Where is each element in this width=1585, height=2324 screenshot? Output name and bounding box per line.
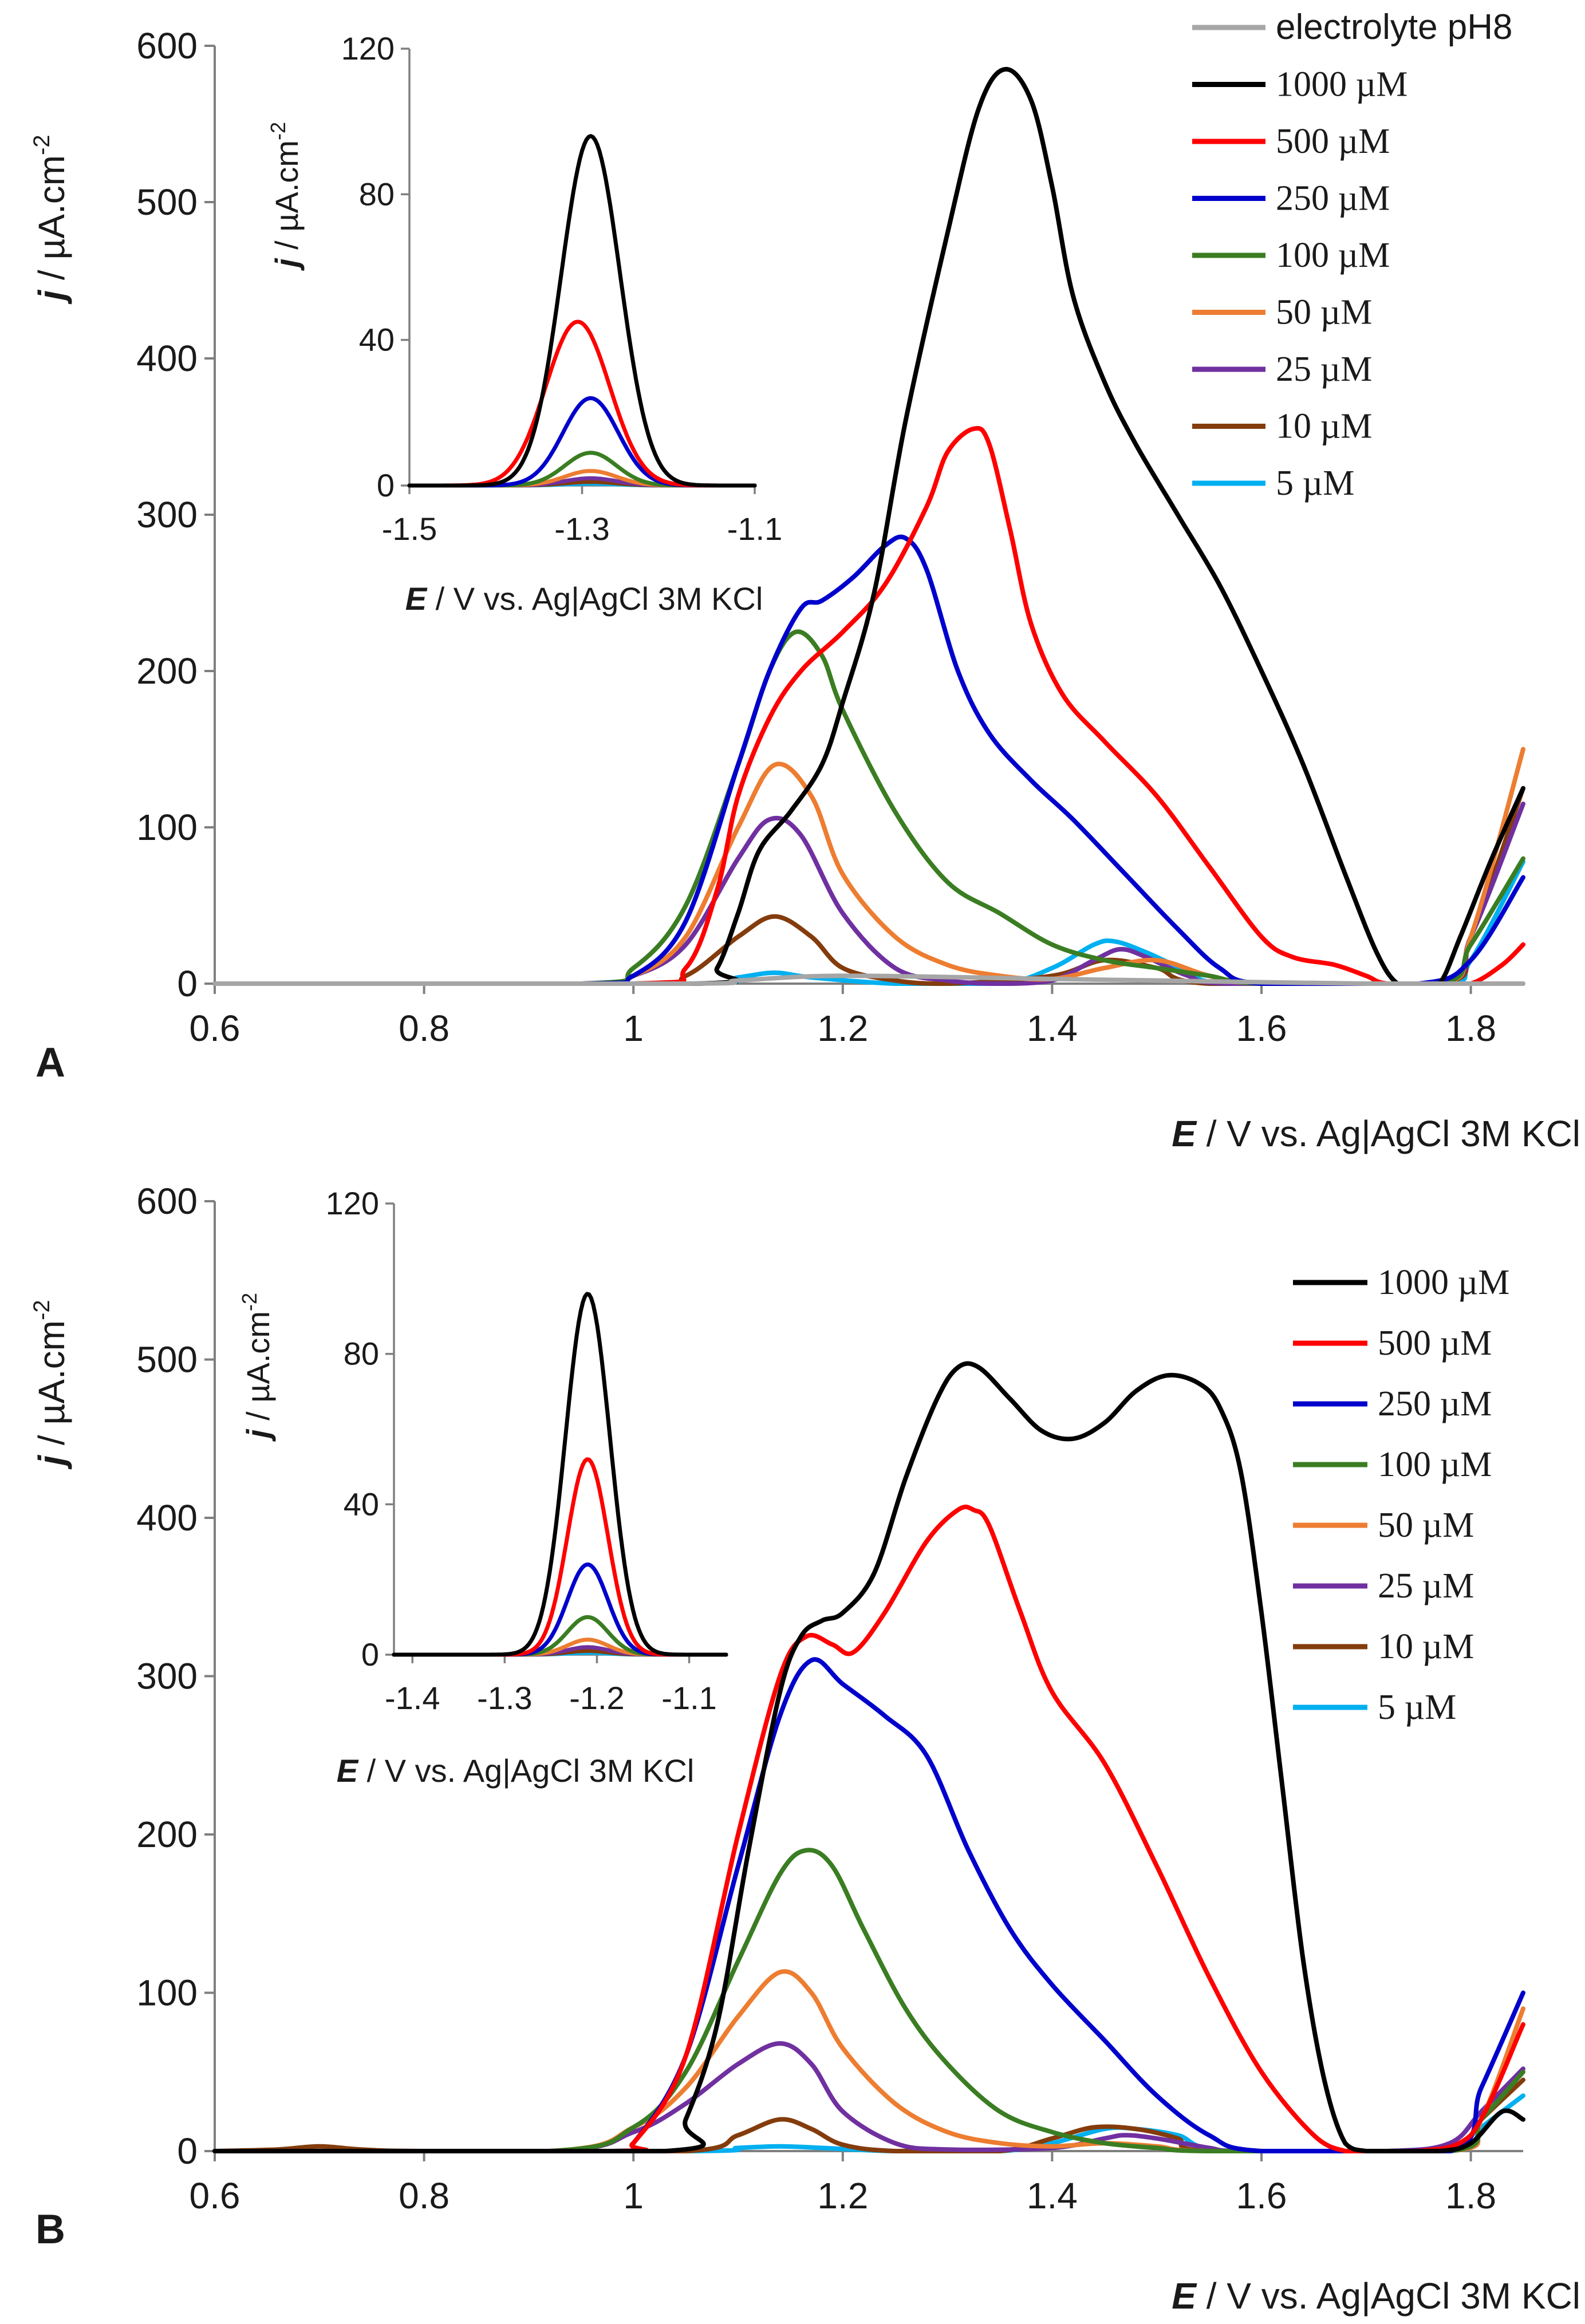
panel-b-inset-axes: 0 40 80 120 -1.4 -1.3 -1.2 -1.1 bbox=[326, 1185, 726, 1716]
panel-a-legend-label-250-um: 250 µM bbox=[1276, 179, 1390, 218]
panel-a-legend: electrolyte pH8 1000 µM 500 µM 250 µM 100 µM… bbox=[1192, 7, 1513, 503]
panel-a-inset-x-tick-label: -1.5 bbox=[382, 511, 437, 547]
panel-b-main-series bbox=[212, 1361, 1525, 2154]
panel-b-y-tick-label: 200 bbox=[136, 1814, 198, 1855]
panel-a-inset-y-tick-label: 0 bbox=[377, 467, 395, 503]
panel-a-letter: A bbox=[36, 1040, 65, 1086]
panel-b-x-axis-label: E / V vs. Ag|AgCl 3M KCl bbox=[1172, 2275, 1580, 2317]
panel-b-y-tick-label: 0 bbox=[177, 2130, 198, 2172]
panel-b-x-tick-label: 1.8 bbox=[1445, 2175, 1496, 2216]
panel-b-legend-label-250-um: 250 µM bbox=[1378, 1384, 1492, 1423]
panel-a-x-tick-label: 1.2 bbox=[817, 1008, 868, 1049]
panel-b-legend-label-500-um: 500 µM bbox=[1378, 1324, 1492, 1363]
panel-a-legend-label-100-um: 100 µM bbox=[1276, 236, 1390, 275]
panel-a-legend-label-25-um: 25 µM bbox=[1276, 350, 1372, 389]
panel-b-x-tick-label: 1.4 bbox=[1027, 2175, 1078, 2216]
panel-b-y-tick-label: 400 bbox=[136, 1497, 198, 1538]
panel-b-series-1000-um bbox=[212, 1361, 1525, 2154]
panel-b-y-tick-label: 300 bbox=[136, 1656, 198, 1697]
panel-a-legend-label-500-um: 500 µM bbox=[1276, 122, 1390, 161]
panel-a-legend-label-electrolyte-ph8: electrolyte pH8 bbox=[1276, 7, 1513, 47]
panel-a-y-tick-label: 600 bbox=[136, 25, 198, 66]
panel-a-inset-series-1000-um bbox=[407, 134, 757, 488]
panel-b-x-tick-label: 1 bbox=[623, 2175, 644, 2216]
panel-a-x-tick-label: 1.8 bbox=[1445, 1008, 1496, 1049]
panel-b-letter: B bbox=[36, 2207, 65, 2252]
panel-b-legend-label-100-um: 100 µM bbox=[1378, 1445, 1492, 1484]
panel-b-legend: 1000 µM 500 µM 250 µM 100 µM 50 µM 25 µM 10 µM… bbox=[1293, 1263, 1509, 1727]
panel-a-inset-y-axis-label: j / µA.cm-2 bbox=[266, 122, 305, 271]
panel-a-inset-y-tick-label: 80 bbox=[359, 176, 395, 212]
panel-b-inset-y-axis-label: j / µA.cm-2 bbox=[238, 1293, 276, 1442]
panel-b-inset: 0 40 80 120 -1.4 -1.3 -1.2 -1.1 E / V vs. Ag|Ag… bbox=[238, 1185, 728, 1789]
panel-b-legend-label-5-um: 5 µM bbox=[1378, 1688, 1456, 1727]
panel-b-inset-x-tick-label: -1.2 bbox=[569, 1680, 625, 1716]
panel-a-series-1000-um bbox=[212, 66, 1525, 987]
panel-a-y-tick-label: 100 bbox=[136, 807, 198, 848]
panel-b-legend-label-25-um: 25 µM bbox=[1378, 1567, 1474, 1605]
panel-b-series-500-um bbox=[212, 1504, 1525, 2154]
panel-a-inset-y-tick-label: 120 bbox=[341, 30, 395, 66]
panel-b-x-tick-label: 1.6 bbox=[1236, 2175, 1287, 2216]
panel-a-x-tick-label: 1 bbox=[623, 1008, 644, 1049]
panel-b-inset-series bbox=[392, 1292, 728, 1657]
panel-b-inset-x-tick-label: -1.3 bbox=[477, 1680, 533, 1716]
panel-a-y-axis-label: j / µA.cm-2 bbox=[29, 135, 72, 304]
panel-a-legend-label-5-um: 5 µM bbox=[1276, 464, 1354, 503]
panel-a-x-axis-label: E / V vs. Ag|AgCl 3M KCl bbox=[1172, 1113, 1580, 1154]
panel-b-legend-label-10-um: 10 µM bbox=[1378, 1627, 1474, 1666]
panel-b-y-tick-label: 600 bbox=[136, 1181, 198, 1222]
panel-a-inset: 0 40 80 120 -1.5 -1.3 -1.1 E / V vs. Ag|AgCl 3… bbox=[266, 30, 782, 617]
panel-a-y-tick-label: 0 bbox=[177, 963, 198, 1004]
panel-b-legend-label-1000-um: 1000 µM bbox=[1378, 1263, 1509, 1302]
panel-a-y-tick-label: 300 bbox=[136, 494, 198, 535]
panel-b-inset-y-tick-label: 80 bbox=[344, 1336, 379, 1372]
panel-b-inset-y-tick-label: 0 bbox=[361, 1636, 379, 1672]
panel-b-y-tick-label: 500 bbox=[136, 1339, 198, 1380]
panel-a-inset-y-tick-label: 40 bbox=[359, 322, 395, 358]
panel-a-y-tick-label: 500 bbox=[136, 181, 198, 223]
panel-a-legend-label-1000-um: 1000 µM bbox=[1276, 65, 1407, 104]
panel-a-legend-label-10-um: 10 µM bbox=[1276, 407, 1372, 446]
panel-b-inset-x-tick-label: -1.1 bbox=[661, 1680, 717, 1716]
panel-a-main-series bbox=[212, 66, 1525, 987]
panel-a-inset-series bbox=[407, 134, 757, 488]
panel-a-x-tick-label: 1.4 bbox=[1027, 1008, 1078, 1049]
panel-b-inset-y-tick-label: 40 bbox=[344, 1486, 379, 1522]
panel-a-y-tick-label: 400 bbox=[136, 338, 198, 379]
panel-b-inset-y-tick-label: 120 bbox=[326, 1185, 379, 1221]
panel-b-y-axis-label: j / µA.cm-2 bbox=[29, 1300, 72, 1469]
panel-a-inset-x-tick-label: -1.3 bbox=[554, 511, 610, 547]
panel-b-inset-series-1000-um bbox=[392, 1292, 728, 1657]
panel-a-x-tick-label: 1.6 bbox=[1236, 1008, 1287, 1049]
panel-b-x-tick-label: 0.8 bbox=[399, 2175, 450, 2216]
panel-b-x-tick-label: 0.6 bbox=[190, 2175, 240, 2216]
panel-a-series-500-um bbox=[212, 426, 1525, 987]
panel-a-inset-x-axis-label: E / V vs. Ag|AgCl 3M KCl bbox=[405, 581, 763, 617]
panel-a-x-tick-label: 0.6 bbox=[190, 1008, 240, 1049]
panel-b-y-tick-label: 100 bbox=[136, 1972, 198, 2014]
panel-a-legend-label-50-um: 50 µM bbox=[1276, 293, 1372, 332]
panel-b-inset-x-axis-label: E / V vs. Ag|AgCl 3M KCl bbox=[337, 1753, 695, 1789]
panel-a-inset-x-tick-label: -1.1 bbox=[727, 511, 783, 547]
panel-a-inset-axes: 0 40 80 120 -1.5 -1.3 -1.1 bbox=[341, 30, 783, 547]
panel-b-x-tick-label: 1.2 bbox=[817, 2175, 868, 2216]
panel-b-legend-label-50-um: 50 µM bbox=[1378, 1506, 1474, 1545]
panel-a-x-tick-label: 0.8 bbox=[399, 1008, 450, 1049]
panel-a-y-tick-label: 200 bbox=[136, 650, 198, 692]
panel-b-inset-x-tick-label: -1.4 bbox=[385, 1680, 440, 1716]
panel-a-series-electrolyte-ph8 bbox=[212, 973, 1525, 987]
